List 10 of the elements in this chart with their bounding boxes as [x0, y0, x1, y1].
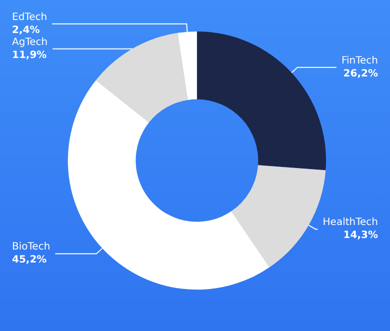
data-label: 11,9% [12, 50, 47, 61]
data-label: 45,2% [12, 254, 47, 266]
data-label: 14,3% [343, 230, 378, 242]
slice-label: FinTech [341, 55, 378, 66]
slice-label: BioTech [12, 242, 50, 253]
data-label: 2,4% [12, 24, 40, 36]
slice-label: EdTech [12, 12, 48, 23]
slice-label: AgTech [12, 36, 48, 48]
slice-label: HealthTech [322, 217, 378, 228]
data-label: 26,2% [343, 68, 378, 80]
